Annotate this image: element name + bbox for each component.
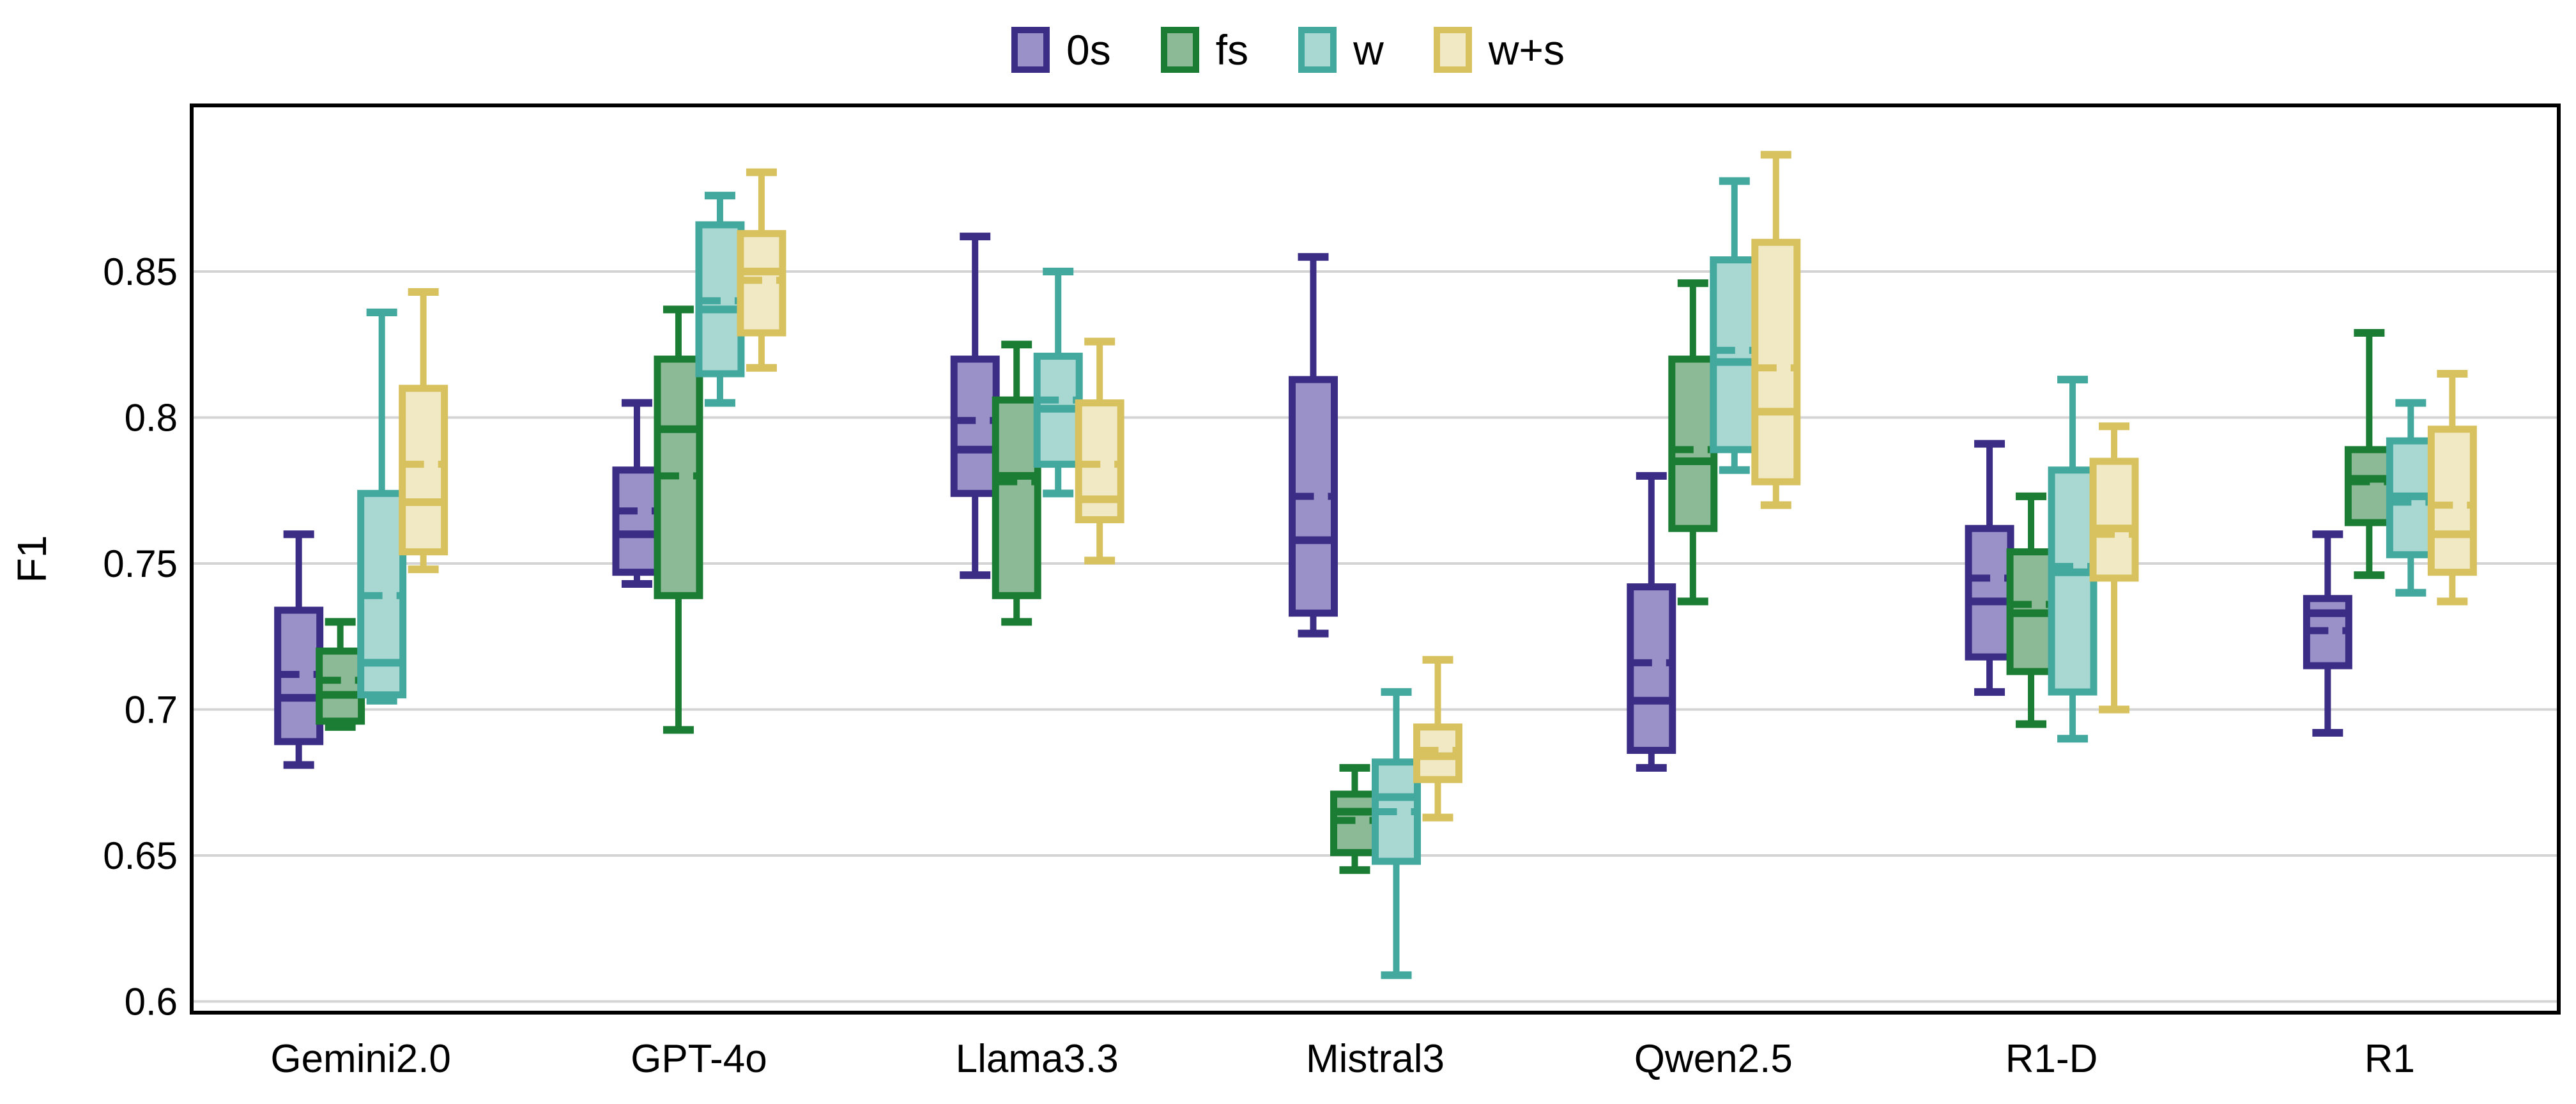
x-tick-label-Qwen2.5: Qwen2.5 bbox=[1634, 1037, 1793, 1081]
box-Qwen2.5-0s-iqr bbox=[1627, 583, 1676, 754]
legend-swatch-0s-icon bbox=[1011, 27, 1050, 73]
legend-label-fs: fs bbox=[1215, 26, 1249, 73]
legend-swatch-w-icon bbox=[1298, 27, 1337, 73]
x-tick-label-Llama3.3: Llama3.3 bbox=[956, 1037, 1119, 1081]
box-R1-fs-iqr bbox=[2344, 446, 2394, 526]
x-tick-label-GPT-4o: GPT-4o bbox=[631, 1037, 767, 1081]
box-Llama3.3-0s-iqr bbox=[950, 355, 1000, 497]
y-tick-label-0.65: 0.65 bbox=[103, 834, 178, 877]
y-tick-label-0.7: 0.7 bbox=[125, 689, 178, 732]
legend-swatch-fs-icon bbox=[1160, 27, 1199, 73]
x-tick-label-R1: R1 bbox=[2365, 1037, 2415, 1081]
y-tick-label-0.8: 0.8 bbox=[125, 397, 178, 440]
legend-label-ws: w+s bbox=[1488, 26, 1565, 73]
legend-swatch-ws-icon bbox=[1433, 27, 1472, 73]
box-GPT-4o-0s-iqr bbox=[612, 466, 662, 576]
x-tick-label-R1-D: R1-D bbox=[2005, 1037, 2098, 1081]
box-Gemini2.0-w+s-iqr bbox=[399, 385, 448, 556]
box-Gemini2.0-fs-iqr bbox=[316, 647, 365, 725]
y-tick-label-0.85: 0.85 bbox=[103, 250, 178, 293]
box-Llama3.3-fs-iqr bbox=[992, 396, 1041, 599]
y-tick-label-0.6: 0.6 bbox=[125, 981, 178, 1023]
plot-border bbox=[190, 103, 2561, 1015]
legend-item-0s: 0s bbox=[1011, 27, 1111, 73]
y-axis-title: F1 bbox=[9, 535, 55, 583]
box-Qwen2.5-w+s-iqr bbox=[1751, 238, 1801, 486]
legend-label-w: w bbox=[1353, 26, 1384, 73]
legend-item-ws: w+s bbox=[1433, 26, 1565, 73]
box-R1-D-w+s-iqr bbox=[2089, 457, 2139, 582]
chart-legend: 0s fs w w+s bbox=[0, 27, 2576, 73]
y-tick-label-0.75: 0.75 bbox=[103, 542, 178, 585]
box-R1-D-w-iqr bbox=[2048, 466, 2097, 696]
box-Qwen2.5-w-iqr bbox=[1710, 256, 1759, 454]
legend-label-0s: 0s bbox=[1066, 26, 1111, 73]
x-tick-label-Gemini2.0: Gemini2.0 bbox=[270, 1037, 451, 1081]
legend-item-fs: fs bbox=[1160, 26, 1249, 73]
x-tick-label-Mistral3: Mistral3 bbox=[1306, 1037, 1445, 1081]
legend-item-w: w bbox=[1298, 27, 1384, 73]
box-R1-D-0s-iqr bbox=[1965, 525, 2014, 661]
box-Qwen2.5-fs-iqr bbox=[1668, 355, 1718, 532]
box-R1-w+s-iqr bbox=[2427, 425, 2477, 576]
